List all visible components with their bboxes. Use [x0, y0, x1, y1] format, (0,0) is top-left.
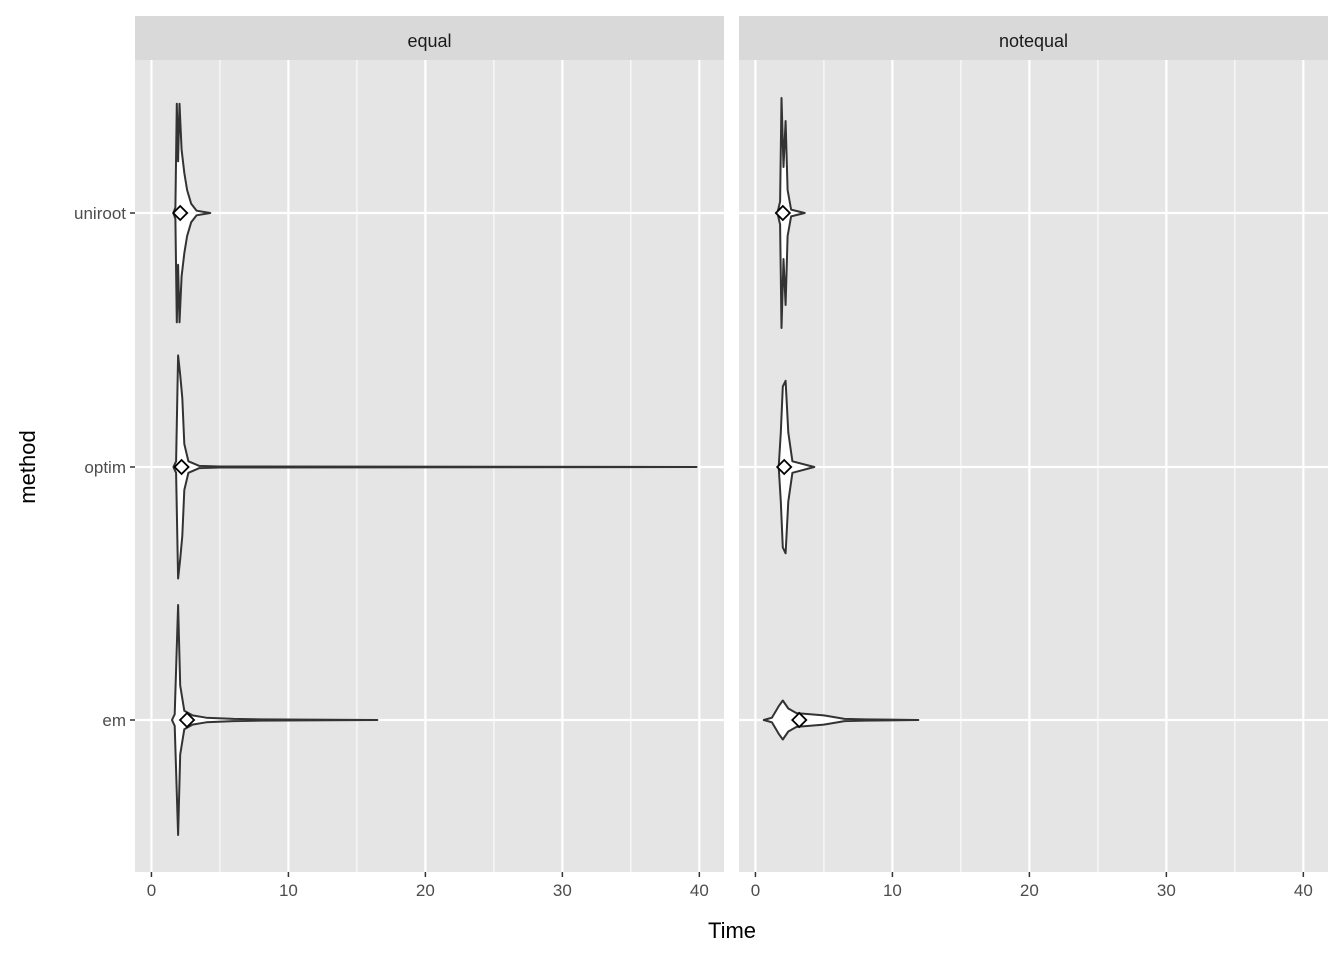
y-axis-title: method	[15, 430, 40, 503]
x-tick-label: 10	[279, 881, 298, 900]
y-tick-label: em	[102, 711, 126, 730]
x-tick-label: 30	[553, 881, 572, 900]
x-axis-title: Time	[708, 918, 756, 943]
mean-marker-equal-optim	[173, 458, 190, 476]
x-tick-label: 10	[883, 881, 902, 900]
violin-equal-uniroot	[172, 102, 212, 324]
mean-marker-equal-uniroot	[171, 204, 189, 222]
violin-notequal-optim	[777, 379, 816, 555]
x-tick-label: 20	[1020, 881, 1039, 900]
mean-marker-equal-em	[178, 711, 196, 729]
x-tick-label: 40	[1294, 881, 1313, 900]
facet-strip	[135, 16, 724, 60]
mean-marker-notequal-optim	[775, 458, 793, 476]
y-tick-label: optim	[84, 458, 126, 477]
x-tick-label: 0	[147, 881, 156, 900]
x-tick-label: 20	[416, 881, 435, 900]
violin-equal-optim	[172, 354, 698, 580]
facet-label: notequal	[999, 31, 1068, 51]
mean-marker-notequal-uniroot	[774, 204, 792, 222]
facet-label: equal	[407, 31, 451, 51]
y-tick-label: uniroot	[74, 204, 126, 223]
x-tick-label: 30	[1157, 881, 1176, 900]
x-tick-label: 0	[751, 881, 760, 900]
facet-strip	[739, 16, 1328, 60]
violin-equal-em	[171, 604, 379, 836]
mean-marker-notequal-em	[790, 711, 808, 729]
violin-notequal-em	[762, 699, 920, 741]
x-tick-label: 40	[690, 881, 709, 900]
